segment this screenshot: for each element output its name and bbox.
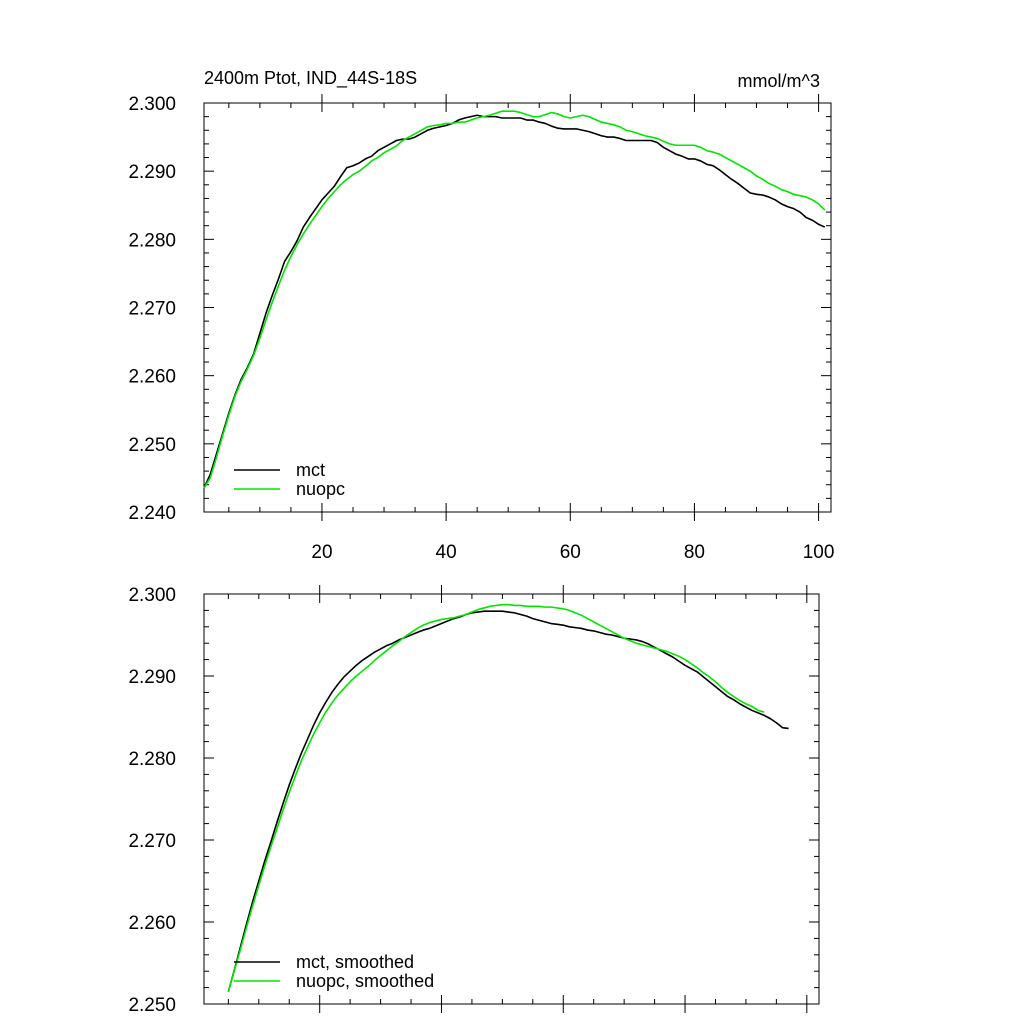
y-tick-label: 2.270 [128, 299, 176, 320]
x-tick-label: 20 [311, 542, 332, 563]
bottom-panel: 2.250 2.260 2.270 2.280 2.290 2.300 mct, smoot… [128, 585, 820, 1016]
top-panel: 20 40 60 80 100 2.240 2.250 2.260 2.270 2.280 2.29… [128, 94, 834, 563]
series-line-mct-smoothed [227, 610, 789, 992]
x-tick-label: 40 [436, 542, 457, 563]
y-tick-label: 2.300 [128, 94, 176, 115]
units-label: mmol/m^3 [738, 71, 820, 91]
legend-label: nuopc, smoothed [296, 971, 434, 991]
series-line-mct [203, 114, 826, 489]
legend-label: mct [296, 460, 325, 480]
x-tick-label: 100 [803, 542, 835, 563]
y-tick-label: 2.250 [128, 435, 176, 456]
y-tick-label: 2.260 [128, 367, 176, 388]
x-tick-label: 80 [684, 542, 705, 563]
y-tick-label: 2.250 [128, 995, 176, 1016]
y-tick-label: 2.290 [128, 162, 176, 183]
legend-label: mct, smoothed [296, 952, 414, 972]
series-line-nuopc [203, 110, 826, 489]
y-tick-label: 2.240 [128, 503, 176, 524]
y-tick-label: 2.260 [128, 913, 176, 934]
y-tick-label: 2.280 [128, 230, 176, 251]
y-tick-label: 2.280 [128, 749, 176, 770]
y-tick-label: 2.270 [128, 831, 176, 852]
y-tick-label: 2.300 [128, 585, 176, 606]
chart-title: 2400m Ptot, IND_44S-18S [204, 68, 417, 89]
x-tick-label: 60 [560, 542, 581, 563]
y-tick-label: 2.290 [128, 667, 176, 688]
series-line-nuopc-smoothed [227, 603, 765, 992]
legend-label: nuopc [296, 479, 345, 499]
plot-frame [203, 593, 820, 1005]
